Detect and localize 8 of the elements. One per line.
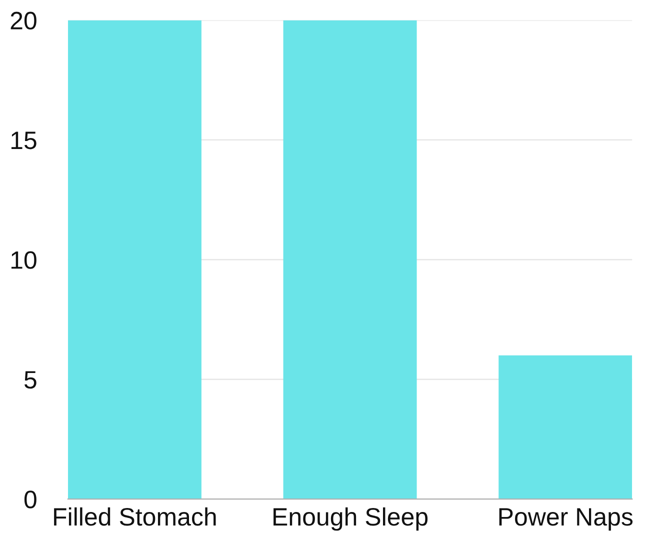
y-tick-label: 15 xyxy=(11,132,36,150)
y-tick-label: 20 xyxy=(10,12,36,30)
x-tick-label: Power Naps xyxy=(499,508,633,531)
x-tick-label: Filled Stomach xyxy=(54,507,216,526)
x-tick-label: Enough Sleep xyxy=(274,507,428,531)
y-tick-label: 10 xyxy=(11,251,36,269)
y-tick-label: 5 xyxy=(24,371,36,389)
y-tick-label: 0 xyxy=(24,490,36,508)
